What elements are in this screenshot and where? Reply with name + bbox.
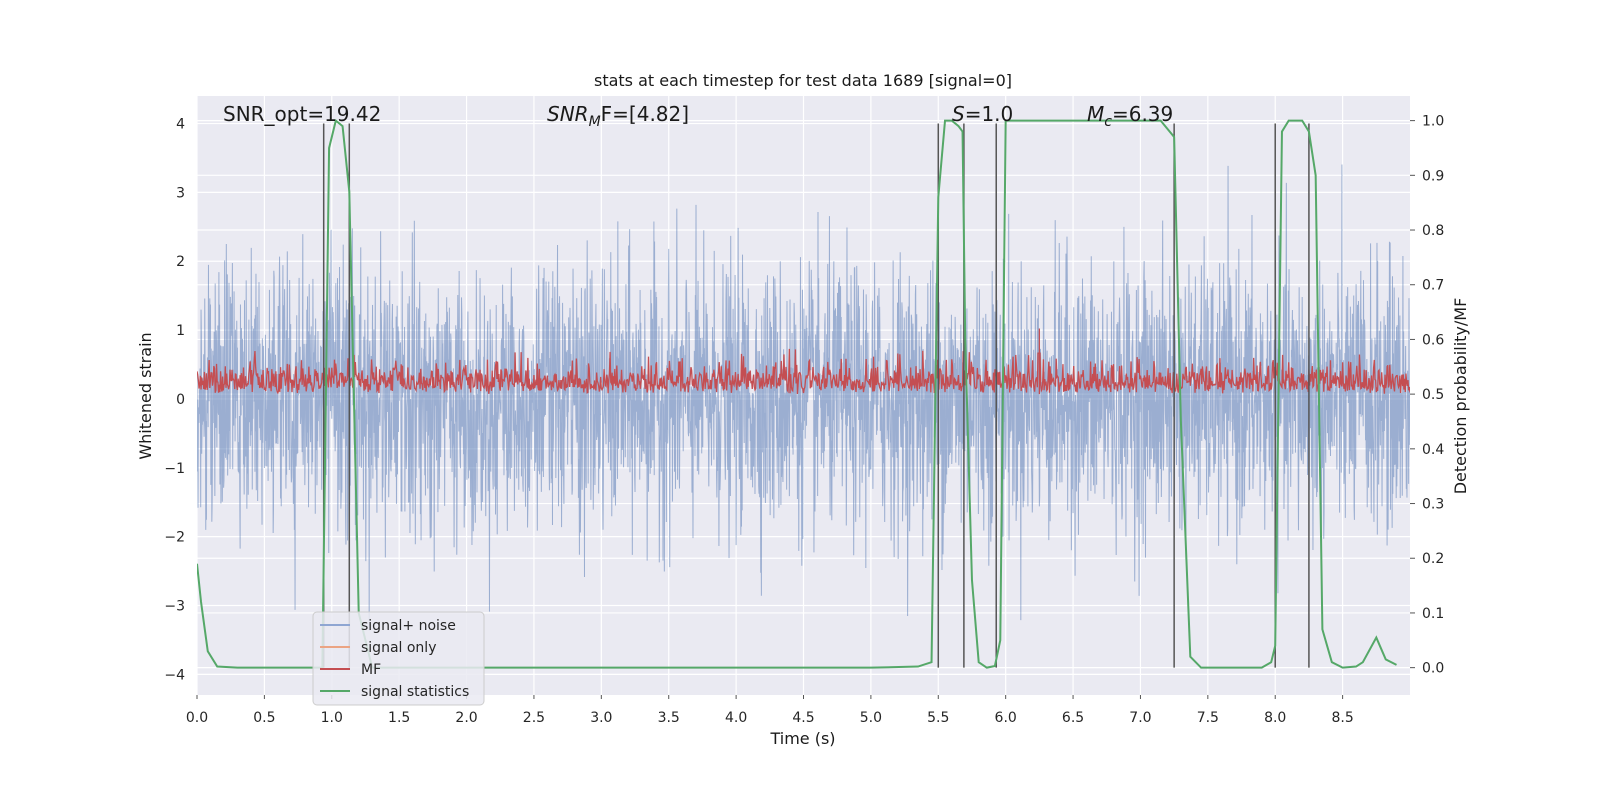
chirp-mass-symbol: M <box>1087 102 1104 126</box>
left-y-tick-label: 0 <box>176 392 185 408</box>
x-tick-label: 4.5 <box>792 710 814 726</box>
right-y-tick-label: 0.3 <box>1422 497 1444 513</box>
x-tick-label: 0.0 <box>186 710 208 726</box>
right-y-tick-label: 0.9 <box>1422 168 1444 184</box>
x-tick-label: 1.0 <box>321 710 343 726</box>
mf-series <box>197 328 1410 395</box>
right-y-tick-label: 0.7 <box>1422 278 1444 294</box>
signal-statistics-line <box>197 118 1397 669</box>
chirp-mass-sub: c <box>1104 114 1112 130</box>
x-axis-ticks: 0.0 0.5 1.0 1.5 2.0 2.5 3.0 3.5 4.0 4.5 5.0 5.5 6.0 6… <box>186 695 1354 726</box>
x-tick-label: 8.0 <box>1264 710 1286 726</box>
right-y-axis-ticks: 0.0 0.1 0.2 0.3 0.4 0.5 0.6 0.7 0.8 0.9 1.0 <box>1410 114 1444 677</box>
snr-mf-annotation: SNRMF=[4.82] <box>547 102 689 130</box>
x-tick-label: 2.0 <box>455 710 477 726</box>
chirp-mass-value: =6.39 <box>1112 102 1173 126</box>
chart-title: stats at each timestep for test data 168… <box>594 71 1012 90</box>
left-y-tick-label: 2 <box>176 254 185 270</box>
right-y-tick-label: 0.1 <box>1422 606 1444 622</box>
x-tick-label: 6.5 <box>1062 710 1084 726</box>
signal-statistics-series <box>197 118 1397 669</box>
x-tick-label: 0.5 <box>253 710 275 726</box>
mf-line <box>197 348 1410 395</box>
right-y-axis-label: Detection probability/MF <box>1451 298 1470 495</box>
left-y-tick-label: 3 <box>176 185 185 201</box>
x-tick-label: 7.5 <box>1197 710 1219 726</box>
signal-noise-series <box>197 164 1410 631</box>
x-tick-label: 2.5 <box>523 710 545 726</box>
snr-opt-annotation: SNR_opt=19.42 <box>223 102 381 126</box>
snr-mf-base: SNR <box>547 102 589 126</box>
legend-label: MF <box>361 662 381 678</box>
x-tick-label: 6.0 <box>995 710 1017 726</box>
plot-content <box>197 118 1410 669</box>
left-y-axis-label: Whitened strain <box>136 332 155 459</box>
legend-label: signal statistics <box>361 684 469 700</box>
s-stat-value: =1.0 <box>965 102 1014 126</box>
x-tick-label: 5.0 <box>860 710 882 726</box>
x-tick-label: 8.5 <box>1331 710 1353 726</box>
right-y-tick-label: 0.5 <box>1422 387 1444 403</box>
right-y-tick-label: 0.0 <box>1422 661 1444 677</box>
chirp-mass-annotation: Mc=6.39 <box>1087 102 1173 130</box>
legend: signal+ noise signal only MF signal statist… <box>312 611 485 706</box>
x-tick-label: 3.0 <box>590 710 612 726</box>
left-y-tick-label: −4 <box>164 667 185 683</box>
left-y-tick-label: −2 <box>164 530 185 546</box>
right-y-tick-label: 0.8 <box>1422 223 1444 239</box>
left-y-tick-label: −1 <box>164 461 185 477</box>
right-y-tick-label: 0.6 <box>1422 332 1444 348</box>
snr-mf-rest: F=[4.82] <box>601 102 689 126</box>
legend-label: signal only <box>361 640 436 656</box>
right-y-tick-label: 0.4 <box>1422 442 1444 458</box>
left-y-axis-ticks: −4 −3 −2 −1 0 1 2 3 4 <box>164 117 185 684</box>
x-tick-label: 5.5 <box>927 710 949 726</box>
s-stat-annotation: S=1.0 <box>952 102 1013 126</box>
x-axis-label: Time (s) <box>769 729 835 748</box>
x-tick-label: 1.5 <box>388 710 410 726</box>
right-y-tick-label: 1.0 <box>1422 114 1444 130</box>
legend-box <box>312 611 485 706</box>
x-tick-label: 3.5 <box>658 710 680 726</box>
legend-label: signal+ noise <box>361 618 456 634</box>
s-stat-symbol: S <box>952 102 965 126</box>
right-y-tick-label: 0.2 <box>1422 551 1444 567</box>
left-y-tick-label: −3 <box>164 598 185 614</box>
snr-mf-sub: M <box>589 114 601 130</box>
left-y-tick-label: 1 <box>176 323 185 339</box>
x-tick-label: 7.0 <box>1129 710 1151 726</box>
signal-noise-line <box>197 164 1410 631</box>
x-tick-label: 4.0 <box>725 710 747 726</box>
left-y-tick-label: 4 <box>176 117 185 133</box>
